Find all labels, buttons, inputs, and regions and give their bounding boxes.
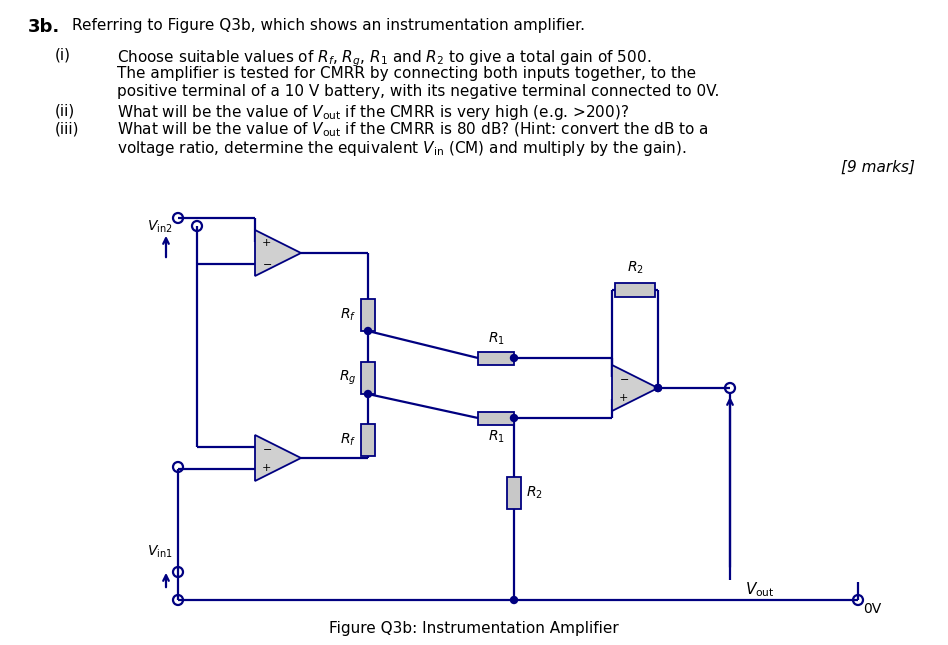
Text: What will be the value of $V_\mathrm{out}$ if the CMRR is 80 dB? (Hint: convert : What will be the value of $V_\mathrm{out… (117, 121, 709, 139)
Bar (478, 352, 514, 364)
Text: The amplifier is tested for CMRR by connecting both inputs together, to the: The amplifier is tested for CMRR by conn… (117, 66, 696, 81)
Bar (361, 362, 375, 394)
Polygon shape (612, 365, 658, 411)
Bar (361, 424, 375, 456)
Circle shape (654, 384, 662, 392)
Text: $-$: $-$ (262, 443, 272, 453)
Text: $V_\mathrm{out}$: $V_\mathrm{out}$ (745, 580, 775, 599)
Text: Figure Q3b: Instrumentation Amplifier: Figure Q3b: Instrumentation Amplifier (329, 621, 619, 636)
Text: [9 marks]: [9 marks] (841, 160, 915, 175)
Circle shape (364, 328, 372, 335)
Text: $R_f$: $R_f$ (339, 307, 356, 323)
Text: 0V: 0V (863, 602, 882, 616)
Text: voltage ratio, determine the equivalent $V_\mathrm{in}$ (CM) and multiply by the: voltage ratio, determine the equivalent … (117, 139, 686, 158)
Circle shape (511, 597, 518, 604)
Text: +: + (619, 393, 629, 402)
Bar (615, 283, 655, 297)
Text: positive terminal of a 10 V battery, with its negative terminal connected to 0V.: positive terminal of a 10 V battery, wit… (117, 84, 720, 99)
Bar (478, 412, 514, 424)
Text: $V_\mathrm{in1}$: $V_\mathrm{in1}$ (147, 544, 173, 560)
Text: $R_1$: $R_1$ (487, 429, 504, 446)
Circle shape (511, 415, 518, 421)
Bar (361, 299, 375, 331)
Circle shape (654, 384, 662, 392)
Text: (ii): (ii) (55, 103, 75, 118)
Text: $-$: $-$ (619, 373, 629, 383)
Text: +: + (262, 462, 271, 473)
Text: $R_f$: $R_f$ (339, 432, 356, 448)
Polygon shape (255, 435, 301, 481)
Circle shape (511, 355, 518, 361)
Text: 3b.: 3b. (28, 18, 61, 36)
Text: $-$: $-$ (262, 257, 272, 268)
Text: Choose suitable values of $R_f$, $R_g$, $R_1$ and $R_2$ to give a total gain of : Choose suitable values of $R_f$, $R_g$, … (117, 48, 651, 68)
Text: $V_\mathrm{in2}$: $V_\mathrm{in2}$ (148, 219, 173, 235)
Text: $R_g$: $R_g$ (338, 369, 356, 387)
Text: $R_1$: $R_1$ (487, 331, 504, 347)
Text: $R_2$: $R_2$ (627, 259, 644, 276)
Text: (iii): (iii) (55, 121, 80, 136)
Circle shape (364, 390, 372, 397)
Bar (507, 477, 521, 509)
Text: What will be the value of $V_\mathrm{out}$ if the CMRR is very high (e.g. >200)?: What will be the value of $V_\mathrm{out… (117, 103, 629, 122)
Text: (i): (i) (55, 48, 71, 63)
Text: +: + (262, 239, 271, 248)
Text: Referring to Figure Q3b, which shows an instrumentation amplifier.: Referring to Figure Q3b, which shows an … (72, 18, 585, 33)
Text: $R_2$: $R_2$ (526, 485, 543, 501)
Polygon shape (255, 230, 301, 276)
